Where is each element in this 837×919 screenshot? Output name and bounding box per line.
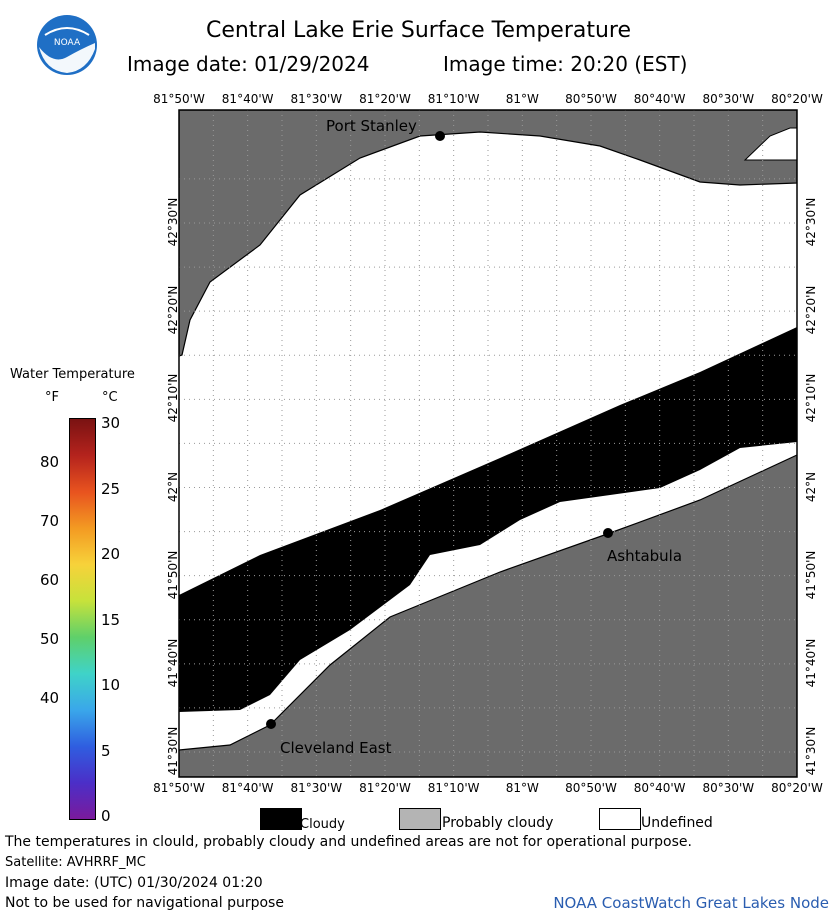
noaa-logo: NOAA (37, 15, 97, 75)
lon-tick-top: 81°10'W (427, 92, 480, 106)
lon-tick-bottom: 81°40'W (221, 781, 274, 795)
lon-tick-bottom: 81°50'W (153, 781, 205, 795)
lat-tick-right: 41°40'N (804, 638, 818, 688)
satellite-info: Satellite: AVHRRF_MC (5, 855, 146, 870)
utc-date: Image date: (UTC) 01/30/2024 01:20 (5, 875, 263, 891)
legend-f-tick: 80 (40, 453, 60, 471)
legend-unit-c: °C (102, 390, 118, 405)
legend-f-tick: 40 (40, 689, 60, 707)
legend-c-tick: 10 (101, 676, 121, 694)
lon-tick-top: 80°30'W (702, 92, 755, 106)
lon-tick-bottom: 80°20'W (771, 781, 823, 795)
land-north-inlet (743, 127, 797, 161)
lat-tick-left: 42°30'N (166, 197, 180, 247)
lon-tick-top: 80°20'W (771, 92, 823, 106)
cloud-band (179, 327, 797, 712)
legend-unit-f: °F (45, 390, 59, 405)
land-north (179, 110, 797, 357)
lon-tick-top: 81°W (505, 92, 539, 106)
label-ashtabula: Ashtabula (607, 547, 683, 565)
lon-tick-bottom: 81°W (505, 781, 539, 795)
lon-tick-bottom: 80°40'W (633, 781, 686, 795)
lat-tick-left: 42°10'N (166, 373, 180, 423)
lat-tick-right: 42°20'N (804, 285, 818, 335)
lat-tick-right: 42°N (804, 471, 818, 502)
legend-c-tick: 25 (101, 479, 121, 498)
lat-tick-left: 42°20'N (166, 285, 180, 335)
ashtabula-marker (603, 528, 613, 538)
lon-tick-top: 80°40'W (633, 92, 686, 106)
key-probably-cloudy-label: Probably cloudy (442, 815, 554, 831)
key-undefined-label: Undefined (641, 815, 713, 831)
legend-f-tick: 70 (40, 512, 60, 530)
lon-tick-bottom: 80°30'W (702, 781, 755, 795)
lon-tick-bottom: 81°30'W (290, 781, 343, 795)
legend-title: Water Temperature (10, 367, 135, 382)
key-undefined-swatch (599, 808, 641, 830)
lat-tick-left: 41°40'N (166, 638, 180, 688)
svg-text:NOAA: NOAA (54, 38, 81, 48)
page-title: Central Lake Erie Surface Temperature (205, 18, 632, 43)
legend-f-tick: 50 (40, 630, 60, 648)
lat-tick-right: 42°30'N (804, 197, 818, 247)
lon-tick-bottom: 81°20'W (359, 781, 411, 795)
lon-tick-top: 80°50'W (565, 92, 617, 106)
legend-f-tick: 60 (40, 571, 60, 589)
legend-c-tick: 30 (101, 414, 121, 432)
disclaimer: The temperatures in clould, probably clo… (5, 834, 692, 850)
color-bar (69, 418, 96, 820)
lon-tick-top: 81°20'W (359, 92, 411, 106)
label-port-stanley: Port Stanley (326, 117, 417, 135)
image-date: Image date: 01/29/2024 (127, 52, 370, 76)
key-probably-cloudy-swatch (399, 808, 441, 830)
lat-tick-right: 41°30'N (804, 726, 818, 776)
credit: NOAA CoastWatch Great Lakes Node (553, 894, 829, 912)
port-stanley-marker (435, 131, 445, 141)
legend-c-tick: 5 (101, 741, 111, 760)
lon-tick-top: 81°50'W (153, 92, 205, 106)
lon-tick-top: 81°40'W (221, 92, 274, 106)
image-time: Image time: 20:20 (EST) (443, 52, 688, 76)
legend-c-tick: 0 (101, 807, 111, 825)
legend-c-tick: 20 (101, 545, 121, 563)
lat-tick-left: 42°N (166, 471, 180, 502)
lat-tick-right: 42°10'N (804, 373, 818, 423)
lon-tick-bottom: 80°50'W (565, 781, 617, 795)
lat-tick-left: 41°50'N (166, 550, 180, 600)
lat-tick-right: 41°50'N (804, 550, 818, 600)
lat-tick-left: 41°30'N (166, 726, 180, 776)
lon-tick-top: 81°30'W (290, 92, 343, 106)
lon-tick-bottom: 81°10'W (427, 781, 480, 795)
legend-c-tick: 15 (101, 610, 121, 629)
key-cloudy-label: Cloudy (300, 817, 345, 832)
label-cleveland-east: Cleveland East (280, 739, 392, 757)
key-cloudy-swatch (260, 808, 302, 830)
navigation-note: Not to be used for navigational purpose (5, 895, 284, 911)
cleveland-east-marker (266, 719, 276, 729)
